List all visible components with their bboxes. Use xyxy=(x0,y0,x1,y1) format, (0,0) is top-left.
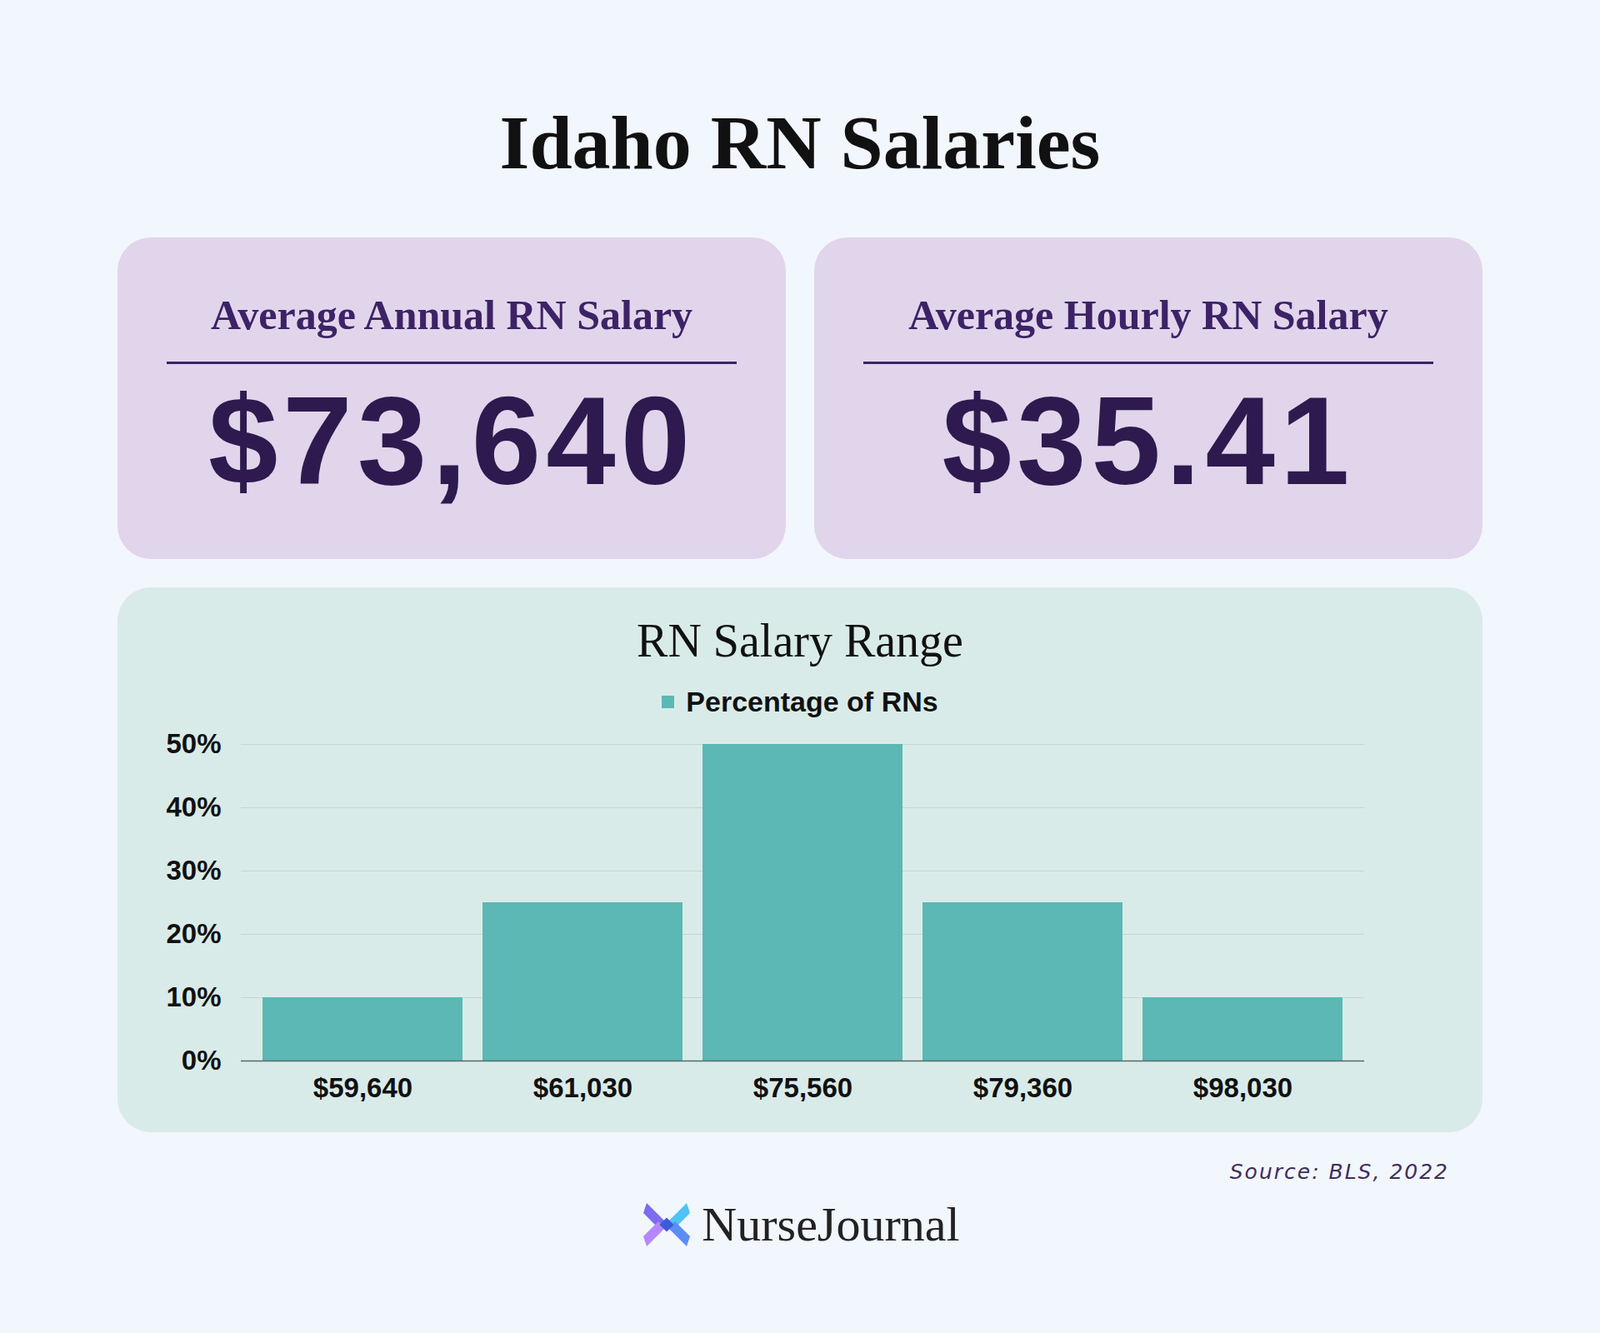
svg-text:0%: 0% xyxy=(181,1045,222,1076)
svg-text:$59,640: $59,640 xyxy=(313,1072,413,1104)
html-text:RN Salary Range: RN Salary Range xyxy=(636,615,964,667)
html-text:$73,640: $73,640 xyxy=(208,370,696,511)
html-text:Average Annual RN Salary: Average Annual RN Salary xyxy=(210,291,693,339)
svg-text:10%: 10% xyxy=(165,981,221,1013)
svg-text:20%: 20% xyxy=(165,918,221,950)
svg-text:30%: 30% xyxy=(165,855,221,886)
html-text:Idaho RN Salaries: Idaho RN Salaries xyxy=(499,100,1101,185)
html-text:Source: BLS, 2022: Source: BLS, 2022 xyxy=(1229,1160,1450,1185)
svg-text:$98,030: $98,030 xyxy=(1193,1072,1293,1104)
svg-text:$61,030: $61,030 xyxy=(533,1072,633,1104)
html-text:NurseJournal: NurseJournal xyxy=(702,1197,960,1252)
svg-text:$79,360: $79,360 xyxy=(973,1072,1073,1104)
html-text:Percentage of RNs: Percentage of RNs xyxy=(686,685,939,718)
html-text:$35.41: $35.41 xyxy=(942,370,1355,511)
svg-text:40%: 40% xyxy=(165,791,221,823)
svg-text:50%: 50% xyxy=(165,728,221,760)
svg-text:$75,560: $75,560 xyxy=(753,1072,853,1104)
html-text:Average Hourly RN Salary: Average Hourly RN Salary xyxy=(908,291,1389,339)
